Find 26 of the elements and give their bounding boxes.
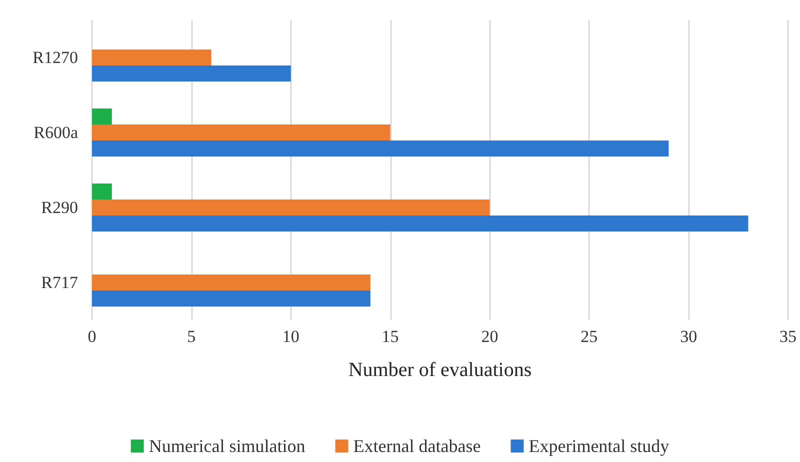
x-tick-label: 15 — [382, 327, 399, 346]
y-tick-label: R717 — [41, 273, 78, 292]
x-tick-label: 25 — [580, 327, 598, 346]
x-tick-label: 35 — [780, 327, 796, 346]
legend-label: External database — [353, 436, 481, 456]
bar — [92, 216, 748, 232]
x-tick-label: 0 — [88, 327, 96, 346]
x-tick-label: 30 — [680, 327, 698, 346]
y-tick-label: R1270 — [32, 48, 78, 67]
x-tick-label: 10 — [282, 327, 300, 346]
bar — [92, 108, 112, 124]
y-tick-label: R600a — [34, 123, 78, 142]
bar — [92, 274, 370, 290]
bar — [92, 140, 669, 156]
bar — [92, 290, 370, 306]
bar — [92, 50, 212, 66]
y-tick-label: R290 — [41, 198, 78, 217]
legend-label: Experimental study — [528, 436, 670, 456]
bar — [92, 184, 112, 200]
x-tick-label: 5 — [187, 327, 196, 346]
bar — [92, 66, 291, 82]
bar — [92, 200, 490, 216]
legend-label: Numerical simulation — [148, 436, 306, 456]
x-axis-title: Number of evaluations — [348, 359, 532, 381]
x-tick-label: 20 — [481, 327, 498, 346]
bar — [92, 124, 390, 140]
